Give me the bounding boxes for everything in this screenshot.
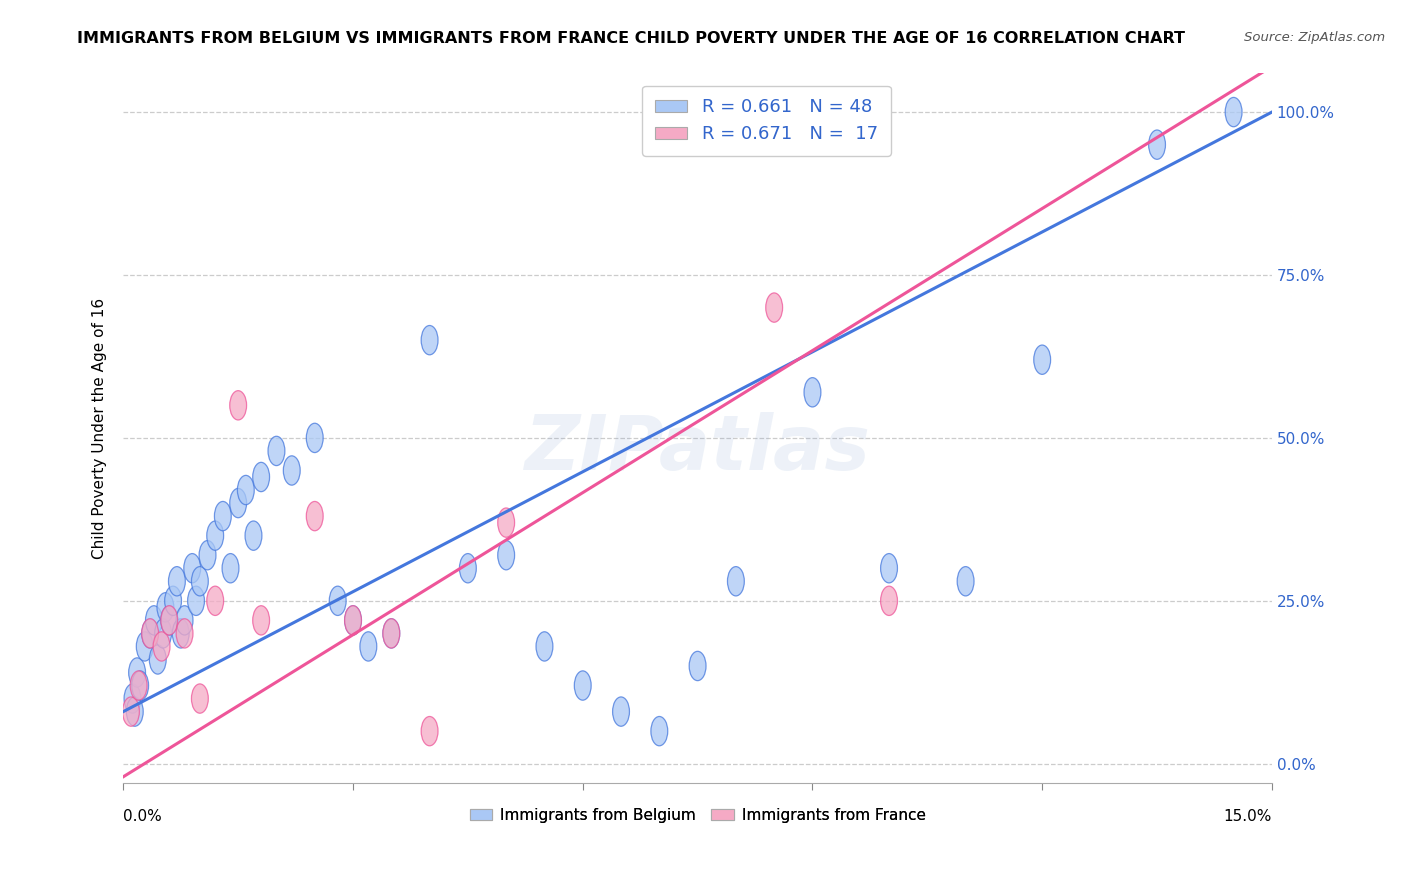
Y-axis label: Child Poverty Under the Age of 16: Child Poverty Under the Age of 16 bbox=[93, 298, 107, 558]
Ellipse shape bbox=[169, 566, 186, 596]
Ellipse shape bbox=[142, 619, 159, 648]
Ellipse shape bbox=[460, 554, 477, 582]
Ellipse shape bbox=[613, 697, 630, 726]
Ellipse shape bbox=[360, 632, 377, 661]
Ellipse shape bbox=[184, 554, 201, 582]
Text: 15.0%: 15.0% bbox=[1223, 809, 1272, 824]
Ellipse shape bbox=[727, 566, 744, 596]
Ellipse shape bbox=[238, 475, 254, 505]
Ellipse shape bbox=[173, 619, 190, 648]
Ellipse shape bbox=[253, 462, 270, 491]
Ellipse shape bbox=[160, 606, 177, 635]
Ellipse shape bbox=[880, 586, 897, 615]
Ellipse shape bbox=[880, 554, 897, 582]
Ellipse shape bbox=[129, 657, 145, 687]
Ellipse shape bbox=[344, 606, 361, 635]
Ellipse shape bbox=[207, 586, 224, 615]
Ellipse shape bbox=[344, 606, 361, 635]
Ellipse shape bbox=[127, 697, 143, 726]
Ellipse shape bbox=[136, 632, 153, 661]
Ellipse shape bbox=[957, 566, 974, 596]
Ellipse shape bbox=[307, 501, 323, 531]
Ellipse shape bbox=[229, 489, 246, 517]
Ellipse shape bbox=[191, 684, 208, 714]
Text: IMMIGRANTS FROM BELGIUM VS IMMIGRANTS FROM FRANCE CHILD POVERTY UNDER THE AGE OF: IMMIGRANTS FROM BELGIUM VS IMMIGRANTS FR… bbox=[77, 31, 1185, 46]
Ellipse shape bbox=[574, 671, 591, 700]
Ellipse shape bbox=[1033, 345, 1050, 375]
Ellipse shape bbox=[382, 619, 399, 648]
Ellipse shape bbox=[498, 541, 515, 570]
Ellipse shape bbox=[131, 671, 148, 700]
Ellipse shape bbox=[165, 586, 181, 615]
Text: ZIPatlas: ZIPatlas bbox=[524, 412, 870, 486]
Ellipse shape bbox=[145, 606, 162, 635]
Ellipse shape bbox=[215, 501, 231, 531]
Ellipse shape bbox=[122, 697, 139, 726]
Ellipse shape bbox=[766, 293, 783, 322]
Ellipse shape bbox=[176, 619, 193, 648]
Ellipse shape bbox=[132, 671, 149, 700]
Ellipse shape bbox=[284, 456, 301, 485]
Ellipse shape bbox=[329, 586, 346, 615]
Ellipse shape bbox=[155, 619, 172, 648]
Legend: Immigrants from Belgium, Immigrants from France: Immigrants from Belgium, Immigrants from… bbox=[464, 802, 932, 829]
Ellipse shape bbox=[307, 423, 323, 452]
Text: 0.0%: 0.0% bbox=[124, 809, 162, 824]
Ellipse shape bbox=[187, 586, 204, 615]
Ellipse shape bbox=[124, 684, 141, 714]
Ellipse shape bbox=[191, 566, 208, 596]
Ellipse shape bbox=[142, 619, 159, 648]
Text: Source: ZipAtlas.com: Source: ZipAtlas.com bbox=[1244, 31, 1385, 45]
Ellipse shape bbox=[1149, 130, 1166, 160]
Ellipse shape bbox=[200, 541, 217, 570]
Ellipse shape bbox=[382, 619, 399, 648]
Ellipse shape bbox=[153, 632, 170, 661]
Ellipse shape bbox=[651, 716, 668, 746]
Ellipse shape bbox=[245, 521, 262, 550]
Ellipse shape bbox=[269, 436, 285, 466]
Ellipse shape bbox=[253, 606, 270, 635]
Ellipse shape bbox=[157, 592, 174, 622]
Ellipse shape bbox=[149, 645, 166, 674]
Ellipse shape bbox=[804, 377, 821, 407]
Ellipse shape bbox=[207, 521, 224, 550]
Ellipse shape bbox=[422, 716, 439, 746]
Ellipse shape bbox=[160, 606, 177, 635]
Ellipse shape bbox=[229, 391, 246, 420]
Ellipse shape bbox=[689, 651, 706, 681]
Ellipse shape bbox=[422, 326, 439, 355]
Ellipse shape bbox=[176, 606, 193, 635]
Ellipse shape bbox=[1225, 97, 1241, 127]
Ellipse shape bbox=[536, 632, 553, 661]
Ellipse shape bbox=[498, 508, 515, 537]
Ellipse shape bbox=[222, 554, 239, 582]
